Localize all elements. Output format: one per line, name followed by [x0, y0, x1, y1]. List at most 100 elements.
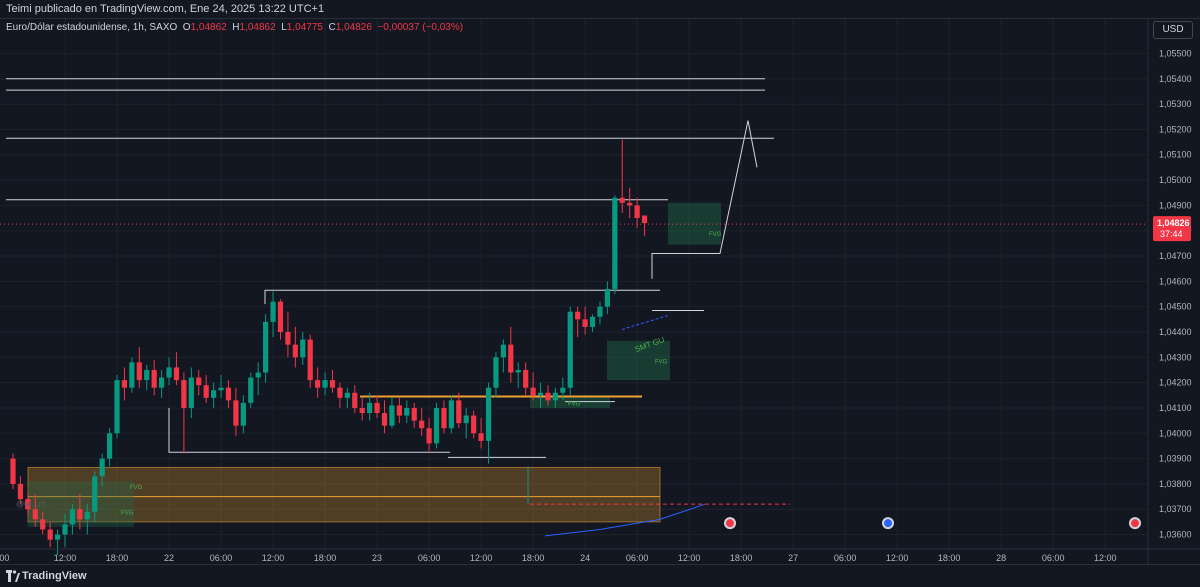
- candle-body: [552, 392, 558, 401]
- time-tick-label: 12:00: [678, 553, 701, 563]
- candle-body: [344, 392, 350, 398]
- candle-body: [211, 390, 217, 398]
- candle-body: [77, 509, 83, 520]
- candle-body: [567, 311, 573, 388]
- candle-body: [337, 387, 343, 398]
- candle-body: [381, 413, 388, 426]
- candle-body: [575, 311, 581, 320]
- candle-body: [159, 377, 165, 388]
- time-tick-label: 12:00: [1094, 553, 1117, 563]
- price-tick-label: 1,04000: [1159, 428, 1192, 438]
- publish-title: Teimi publicado en TradingView.com, Ene …: [6, 3, 325, 15]
- candle-body: [17, 483, 24, 500]
- candle-body: [84, 511, 90, 520]
- footer-bar: TradingView: [0, 564, 1200, 587]
- candle-body: [106, 433, 113, 459]
- candle-body: [10, 458, 16, 484]
- candle-body: [508, 344, 514, 373]
- currency-button[interactable]: USD: [1153, 21, 1193, 39]
- candle-body: [352, 392, 358, 408]
- candle-body: [136, 362, 142, 381]
- fvg-zone: [668, 202, 721, 245]
- candle-body: [173, 367, 180, 381]
- candle-body: [225, 387, 232, 401]
- time-tick-label: 06:00: [210, 553, 233, 563]
- candle-body: [619, 197, 625, 203]
- candle-body: [411, 407, 417, 421]
- time-tick-label: 12:00: [262, 553, 285, 563]
- zones: [27, 202, 721, 527]
- flag-marker-icon: [884, 519, 892, 528]
- candle-body: [612, 197, 618, 289]
- candle-body: [129, 362, 135, 388]
- time-tick-label: 12:00: [886, 553, 909, 563]
- price-axis[interactable]: 1,05500 1,05400 1,05300 1,05200 1,05100 1,050…: [1147, 19, 1192, 565]
- time-tick-label: 18:00: [938, 553, 961, 563]
- candle-body: [40, 519, 46, 530]
- price-tick-label: 1,05100: [1159, 150, 1192, 160]
- projection-path: [705, 120, 758, 254]
- candle-body: [114, 380, 120, 434]
- last-price-value: 1,04826: [1157, 218, 1190, 228]
- orange-zone: [27, 466, 661, 523]
- candle-body: [560, 387, 566, 393]
- candle-body: [196, 377, 202, 386]
- flag-marker-icon: [726, 519, 734, 528]
- candle-body: [485, 387, 492, 441]
- candle-body: [426, 428, 432, 444]
- high-label: H: [232, 22, 240, 33]
- candle-body: [441, 407, 447, 429]
- fvg-label: FVG: [121, 510, 134, 516]
- candle-body: [367, 402, 373, 414]
- watermark-text: @te…m…: [16, 500, 53, 509]
- low-label: L: [281, 22, 287, 33]
- candle-body: [233, 400, 239, 426]
- candle-body: [641, 215, 648, 224]
- candle-body: [166, 367, 172, 378]
- fvg-label: FVG: [655, 360, 668, 366]
- candle-body: [515, 369, 521, 373]
- candle-body: [419, 420, 425, 429]
- candles: [10, 139, 648, 555]
- time-tick-label: 18:00: [730, 553, 753, 563]
- candle-body: [537, 392, 544, 396]
- price-tick-label: 1,03600: [1159, 530, 1192, 540]
- chart-area[interactable]: FVG FVG FVG FVG FVG SMT GU @te…m… 1,05500 1,054…: [0, 18, 1200, 565]
- candle-body: [456, 400, 462, 424]
- event-markers[interactable]: [724, 517, 1141, 530]
- tradingview-logo-icon: [6, 570, 20, 582]
- fvg-label: FVG: [130, 485, 143, 491]
- grid-lines: [0, 19, 1148, 549]
- candle-body: [292, 344, 298, 358]
- candle-body: [389, 405, 395, 426]
- candle-body: [396, 405, 402, 416]
- candle-body: [99, 458, 105, 477]
- time-tick-label: 06:00: [1042, 553, 1065, 563]
- publish-header: Teimi publicado en TradingView.com, Ene …: [0, 0, 1200, 18]
- time-tick-label: 06:00: [418, 553, 441, 563]
- level-lines: [0, 78, 1148, 505]
- time-tick-label: 23: [372, 553, 382, 563]
- candle-body: [530, 387, 536, 396]
- time-tick-label: 18:00: [106, 553, 129, 563]
- time-axis[interactable]: 06:00 12:00 18:00 22 06:00 12:00 18:00 23 06:00 1…: [0, 548, 1200, 563]
- candle-body: [285, 331, 291, 345]
- open-label: O: [182, 22, 191, 33]
- time-tick-label: 28: [996, 553, 1006, 563]
- price-tick-label: 1,03800: [1159, 479, 1192, 489]
- price-tick-label: 1,04100: [1159, 403, 1192, 413]
- price-tick-label: 1,04500: [1159, 302, 1192, 312]
- close-label: C: [328, 22, 336, 33]
- candle-body: [62, 524, 68, 535]
- candle-body: [270, 301, 276, 322]
- price-tick-label: 1,03700: [1159, 504, 1192, 514]
- fvg-label: FVG: [709, 232, 722, 238]
- candle-body: [448, 400, 454, 429]
- fvg-label: FVG: [568, 401, 581, 407]
- candle-body: [589, 316, 596, 327]
- candle-body: [181, 380, 187, 408]
- candle-body: [597, 306, 603, 317]
- open-value: 1,04862: [190, 22, 227, 33]
- time-tick-label: 06:00: [0, 553, 9, 563]
